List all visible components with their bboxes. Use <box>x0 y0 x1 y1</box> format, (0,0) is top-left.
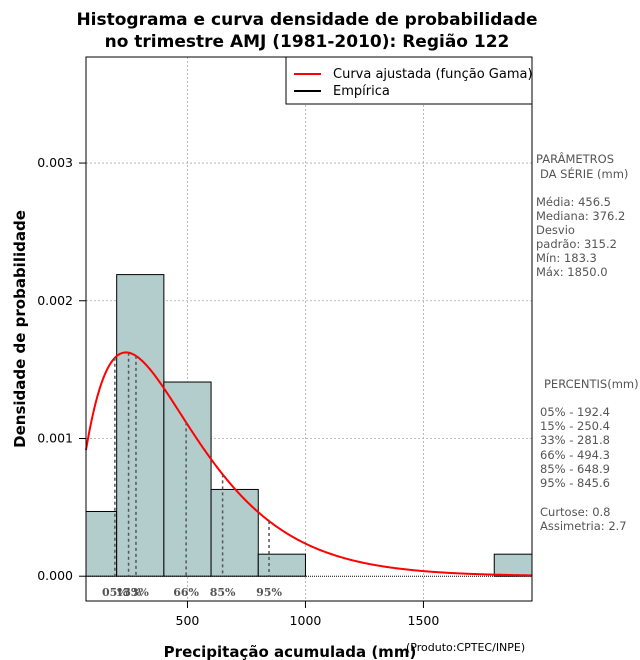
x-axis-title: Precipitação acumulada (mm) <box>164 643 417 660</box>
percentil-line: 85% - 648.9 <box>540 462 610 476</box>
percentil-line: 95% - 845.6 <box>540 476 610 490</box>
percentile-marker-label: 95% <box>256 586 282 599</box>
legend-label-curve: Curva ajustada (função Gama) <box>333 67 533 82</box>
percentiles-panel: PERCENTIS(mm) 05% - 192.4 15% - 250.4 33… <box>540 377 639 533</box>
y-tick-label: 0.002 <box>37 293 73 308</box>
y-tick-label: 0.000 <box>37 568 73 583</box>
legend: Curva ajustada (função Gama) Empírica <box>285 56 533 105</box>
histogram-bar <box>163 381 212 577</box>
x-tick-label: 1500 <box>408 613 440 628</box>
gamma-curve-layer <box>85 351 533 577</box>
legend-label-empirica: Empírica <box>333 84 390 99</box>
param-line: Média: 456.5 <box>536 195 611 209</box>
x-tick-label: 500 <box>176 613 200 628</box>
params-title-line-1: PARÂMETROS <box>536 151 614 166</box>
histogram-bar <box>257 553 306 577</box>
histogram-bar <box>85 510 118 577</box>
param-line: Mediana: 376.2 <box>536 209 625 223</box>
percentile-marker-label: 66% <box>173 586 199 599</box>
param-line: Desvio <box>536 223 575 237</box>
x-tick-label: 1000 <box>290 613 322 628</box>
percentile-marker-label: 05% <box>102 586 128 599</box>
legend-box <box>285 56 533 105</box>
percentis-title: PERCENTIS(mm) <box>544 377 639 391</box>
percentile-marker-label: 15% <box>116 586 142 599</box>
chart-title-line-2: no trimestre AMJ (1981-2010): Região 122 <box>105 32 510 52</box>
y-axis: 0.000 0.001 0.002 0.003 <box>37 155 86 583</box>
y-tick-label: 0.001 <box>37 430 73 445</box>
param-line: Mín: 183.3 <box>536 251 597 265</box>
x-axis: 500 1000 1500 <box>176 601 440 628</box>
percentil-line: 05% - 192.4 <box>540 405 610 419</box>
percentile-marker-label: 85% <box>210 586 236 599</box>
percentil-line: 33% - 281.8 <box>540 433 610 447</box>
y-tick-label: 0.003 <box>37 155 73 170</box>
param-line: padrão: 315.2 <box>536 237 617 251</box>
stat-line: Curtose: 0.8 <box>540 505 610 519</box>
gamma-fit-curve <box>85 351 533 577</box>
histogram-bar <box>493 553 533 577</box>
percentile-marker-label: 33% <box>123 586 149 599</box>
percentil-line: 66% - 494.3 <box>540 448 610 462</box>
param-line: Máx: 1850.0 <box>536 265 608 279</box>
stat-line: Assimetria: 2.7 <box>540 519 627 533</box>
credit-text: (Produto:CPTEC/INPE) <box>406 641 525 654</box>
histogram-bar <box>210 488 259 577</box>
params-title-line-2: DA SÉRIE (mm) <box>540 166 628 181</box>
series-parameters-panel: PARÂMETROS DA SÉRIE (mm) Média: 456.5 Me… <box>536 151 628 279</box>
histogram-bars <box>85 274 533 577</box>
percentil-line: 15% - 250.4 <box>540 419 610 433</box>
histogram-bar <box>116 274 165 577</box>
percentile-markers: 05%15%33% 66% 85% 95% <box>102 352 282 599</box>
y-axis-title: Densidade de probabilidade <box>11 210 29 448</box>
chart-title-line-1: Histograma e curva densidade de probabil… <box>76 10 537 30</box>
